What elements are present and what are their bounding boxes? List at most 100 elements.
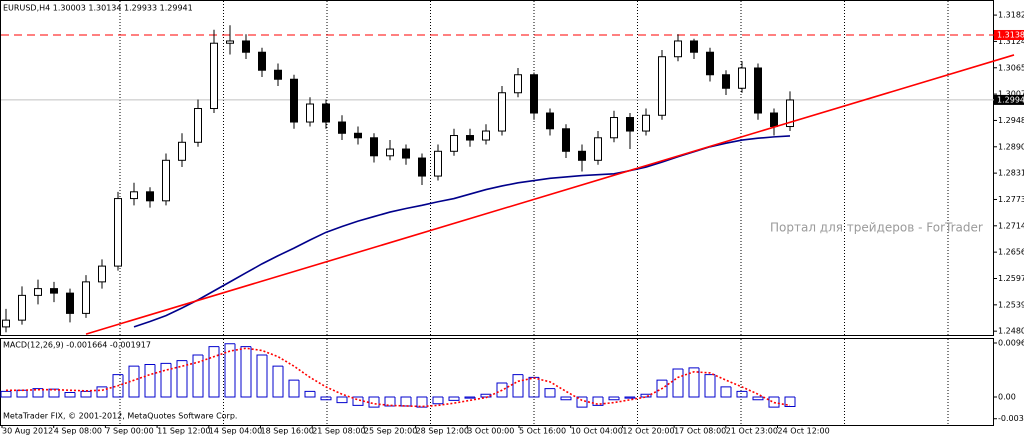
macd-bar — [208, 346, 220, 398]
x-tick-label: 21 Sep 08:00 — [312, 427, 365, 436]
y-tick-label: 1.25390 — [998, 300, 1024, 309]
x-tick-label: 11 Sep 12:00 — [157, 427, 210, 436]
candle-body — [418, 157, 426, 177]
candle-body — [114, 198, 122, 267]
macd-bar — [496, 382, 508, 398]
plot: 1.31825 1.31240 1.30655 1.30070 1.29485 1.289… — [0, 11, 1024, 436]
candle-body — [642, 114, 650, 132]
candle-body — [706, 51, 714, 76]
candle-body — [50, 288, 58, 294]
y-tick-label: 1.28900 — [998, 142, 1024, 151]
candle-body — [82, 281, 90, 314]
candle-body — [610, 117, 618, 139]
macd-bar — [720, 386, 732, 398]
macd-bar — [288, 379, 300, 398]
candle-body — [690, 40, 698, 53]
x-tick-label: 7 Sep 00:00 — [105, 427, 153, 436]
candle-body — [354, 132, 362, 139]
macd-bar — [576, 396, 588, 408]
macd-bar — [656, 379, 668, 398]
macd-bar — [160, 362, 172, 398]
candle-body — [402, 148, 410, 159]
y-tick-label: 1.29485 — [998, 116, 1024, 125]
candle-body — [226, 40, 234, 44]
candle-body — [274, 69, 282, 80]
x-tick-label: 28 Sep 12:00 — [416, 427, 469, 436]
x-tick-label: 5 Oct 16:00 — [519, 427, 566, 436]
candle-body — [594, 137, 602, 161]
x-tick-label: 24 Oct 12:00 — [778, 427, 830, 436]
candle-body — [98, 265, 106, 283]
macd-bar — [688, 367, 700, 398]
candle-body — [130, 191, 138, 200]
macd-bar — [672, 368, 684, 398]
y-tick-label: 1.30655 — [998, 63, 1024, 72]
macd-bar — [752, 396, 764, 401]
macd-bar — [512, 374, 524, 398]
x-tick-label: 4 Sep 08:00 — [54, 427, 102, 436]
macd-bar — [112, 374, 124, 398]
macd-bar — [320, 396, 332, 401]
candle-body — [434, 150, 442, 177]
candle-body — [162, 159, 170, 202]
candle-body — [514, 74, 522, 94]
macd-signal — [6, 347, 791, 408]
watermark: Портал для трейдеров - ForTrader — [770, 221, 983, 235]
candle-body — [786, 99, 794, 128]
x-tick-label: 14 Sep 04:00 — [209, 427, 262, 436]
macd-bar — [448, 396, 460, 401]
candle-body — [562, 128, 570, 152]
macd-bar — [624, 396, 636, 399]
candle-body — [178, 141, 186, 161]
grid — [119, 1, 949, 425]
macd-bar — [32, 388, 44, 398]
candle-body — [674, 40, 682, 58]
price-tag-label: 1.31383 — [997, 30, 1024, 39]
macd-bar — [784, 396, 796, 408]
candle-body — [546, 112, 554, 130]
trendline — [85, 54, 1015, 335]
macd-bar — [432, 396, 444, 405]
candle-body — [370, 137, 378, 157]
macd-bar — [336, 396, 348, 404]
y-tick-label: 0.00 — [998, 392, 1016, 401]
candle-body — [2, 319, 10, 328]
candle-body — [770, 112, 778, 128]
y-tick-label: 1.31240 — [998, 37, 1024, 46]
y-tick-label: 1.26560 — [998, 248, 1024, 257]
macd-bar — [304, 390, 316, 398]
macd-bar — [256, 354, 268, 398]
symbol-header: EURUSD,H4 1.30003 1.30134 1.29933 1.2994… — [3, 4, 193, 13]
macd-bar — [224, 343, 236, 398]
candle-body — [530, 74, 538, 114]
macd-bar — [144, 363, 156, 398]
y-tick-label: 1.30070 — [998, 90, 1024, 99]
macd-bar — [768, 396, 780, 408]
macd-bar — [368, 396, 380, 408]
x-tick-label: 25 Sep 20:00 — [364, 427, 417, 436]
candle-body — [290, 78, 298, 123]
x-tick-label: 21 Oct 23:00 — [726, 427, 778, 436]
footer: MetaTrader FIX, © 2001-2012, MetaQuotes … — [3, 412, 237, 421]
candle-body — [306, 103, 314, 123]
price-tag-label: 1.29941 — [997, 95, 1024, 104]
y-tick-label: -0.00388 — [998, 414, 1024, 423]
main-panel-frame — [0, 0, 994, 336]
macd-bar — [64, 392, 76, 398]
price-tag — [994, 29, 1024, 40]
candle-body — [722, 74, 730, 89]
price-tag — [994, 94, 1024, 105]
macd-bar — [592, 396, 604, 406]
candle-body — [66, 292, 74, 314]
macd-bar — [96, 386, 108, 398]
macd-bar — [560, 396, 572, 401]
candle-body — [242, 40, 250, 53]
y-tick-label: 1.31825 — [998, 11, 1024, 20]
macd-bar — [176, 360, 188, 398]
x-tick-label: 17 Oct 08:00 — [674, 427, 726, 436]
macd-bar — [544, 388, 556, 398]
candle-body — [322, 103, 330, 123]
candle-body — [658, 56, 666, 116]
